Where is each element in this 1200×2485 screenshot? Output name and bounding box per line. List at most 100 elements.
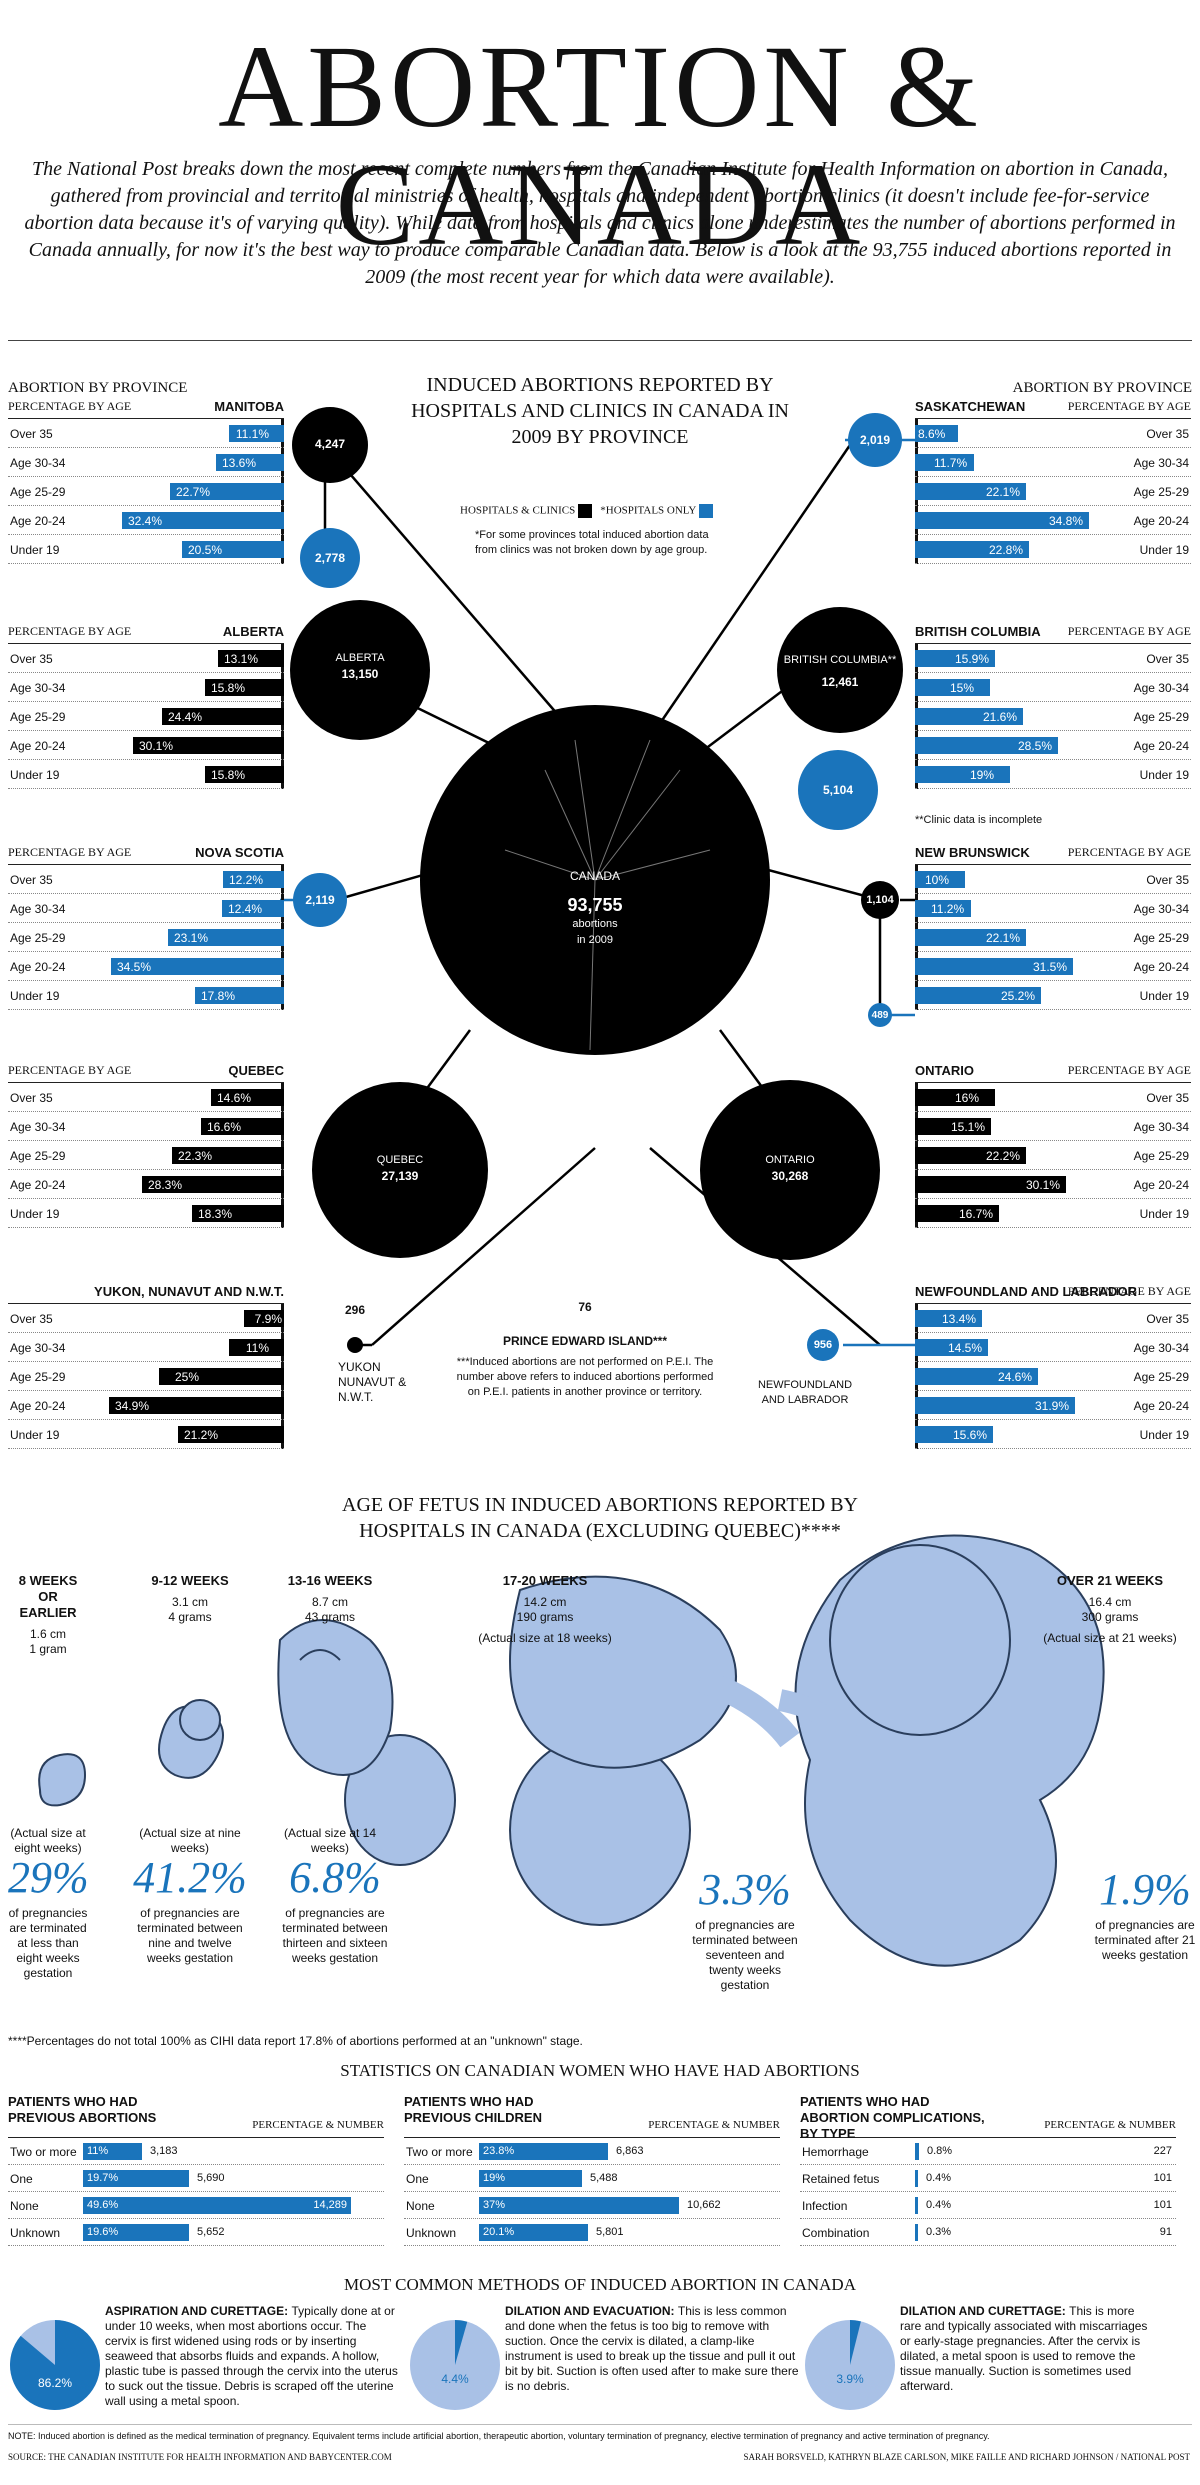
- age-bar: [915, 929, 1026, 946]
- age-label: Age 30-34: [10, 902, 66, 916]
- nfl-hosp: 956: [813, 1339, 833, 1351]
- fetus-stage: 13-16 WEEKS 8.7 cm 43 grams: [265, 1573, 395, 1625]
- province-row: Age 30-34 15%: [915, 673, 1191, 702]
- stat-pct: 49.6%: [87, 2199, 119, 2211]
- stat-pct: 37%: [483, 2199, 506, 2211]
- province-hub-graphic: [280, 407, 915, 1361]
- yukon-total: 296: [344, 1303, 366, 1317]
- province-table-header: PERCENTAGE BY AGE ALBERTA: [8, 622, 284, 644]
- pie-label: 86.2%: [38, 2376, 72, 2390]
- age-value: 31.9%: [1035, 1399, 1070, 1413]
- pie-slice: [10, 2320, 101, 2410]
- fetus-pct: 29%: [8, 1853, 89, 1902]
- fetus-actual: (Actual size at eight weeks): [10, 1826, 86, 1855]
- stat-row: Unknown 19.6% 5,652: [8, 2219, 384, 2246]
- age-bar: [915, 1426, 993, 1443]
- age-bar: [915, 541, 1029, 558]
- age-bar: [205, 679, 284, 696]
- age-value: 22.3%: [177, 1149, 212, 1163]
- stat-row: Unknown 20.1% 5,801: [404, 2219, 780, 2246]
- age-bar: [223, 871, 284, 888]
- age-label: Age 30-34: [1133, 456, 1189, 470]
- age-value: 34.5%: [116, 960, 151, 974]
- age-value: 21.6%: [983, 710, 1018, 724]
- manitoba-hosp: 2,778: [314, 551, 346, 565]
- stat-bar: [915, 2143, 919, 2160]
- age-value: 19%: [970, 768, 995, 782]
- age-value: 24.4%: [167, 710, 202, 724]
- age-label: Over 35: [1146, 427, 1189, 441]
- age-label: Under 19: [10, 543, 60, 557]
- fetus-actual: (Actual size at 14 weeks): [283, 1826, 377, 1855]
- stat-label: Two or more: [10, 2145, 77, 2159]
- province-row: Age 25-29 22.1%: [915, 923, 1191, 952]
- nb-total: 1,104: [866, 894, 894, 906]
- age-bar: [211, 1089, 284, 1106]
- stat-row: One 19% 5,488: [404, 2165, 780, 2192]
- age-bar: [109, 1397, 284, 1414]
- ontario-circle-name: ONTARIO: [765, 1154, 815, 1166]
- divider: [8, 340, 1192, 341]
- age-bar: [915, 483, 1026, 500]
- province-row: Over 35 11.1%: [8, 419, 284, 448]
- age-label: Under 19: [1139, 989, 1189, 1003]
- stat-table-title: PATIENTS WHO HAD PREVIOUS ABORTIONS: [8, 2094, 157, 2125]
- pie-slice: [455, 2320, 468, 2365]
- province-table: PERCENTAGE BY AGE NEWFOUNDLAND AND LABRAD…: [915, 1282, 1191, 1449]
- province-table: PERCENTAGE BY AGE ONTARIO Over 35 16% Age 30…: [915, 1061, 1191, 1228]
- age-value: 20.5%: [187, 543, 222, 557]
- province-row: Under 19 15.8%: [8, 760, 284, 789]
- stat-num: 6,863: [616, 2145, 644, 2157]
- abp-left: ABORTION BY PROVINCE: [8, 380, 188, 396]
- province-row: Age 20-24 28.5%: [915, 731, 1191, 760]
- age-bar: [205, 766, 284, 783]
- age-bar: [229, 1339, 284, 1356]
- canada-year: in 2009: [576, 934, 614, 946]
- province-row: Under 19 20.5%: [8, 535, 284, 564]
- stat-row: Infection 0.4% 101: [800, 2192, 1176, 2219]
- nb-hosp: 489: [871, 1010, 889, 1021]
- stat-table-header: PATIENTS WHO HAD ABORTION COMPLICATIONS,…: [800, 2094, 1176, 2141]
- age-value: 22.1%: [986, 931, 1021, 945]
- age-bar: [170, 483, 284, 500]
- percentage-by-age-label: PERCENTAGE BY AGE: [1067, 624, 1191, 638]
- province-table: PERCENTAGE BY AGE NOVA SCOTIA Over 35 12.2%…: [8, 843, 284, 1010]
- age-bar: [915, 1368, 1038, 1385]
- fetus-weight: 43 grams: [304, 1610, 356, 1624]
- age-bar: [111, 958, 284, 975]
- stat-label: Unknown: [406, 2226, 457, 2240]
- center-title: INDUCED ABORTIONS REPORTED BY HOSPITALS …: [411, 374, 789, 448]
- province-name: QUEBEC: [228, 1063, 284, 1078]
- age-bar: [182, 541, 284, 558]
- fetus-weight: 190 grams: [516, 1610, 574, 1624]
- method-text: This is more rare and typically associat…: [900, 2304, 1148, 2393]
- quebec-circle: QUEBEC 27,139: [340, 1152, 460, 1184]
- age-label: Age 30-34: [1133, 681, 1189, 695]
- fetus-weeks: 13-16 WEEKS: [287, 1573, 373, 1588]
- age-bar: [915, 679, 990, 696]
- intro-text: The National Post breaks down the most r…: [24, 158, 1176, 288]
- age-bar: [122, 512, 284, 529]
- fetus-footnote: ****Percentages do not total 100% as CIH…: [8, 2034, 583, 2048]
- province-table: PERCENTAGE BY AGE SASKATCHEWAN Over 35 8.6%…: [915, 397, 1191, 564]
- age-bar: [195, 987, 284, 1004]
- age-value: 13.4%: [942, 1312, 977, 1326]
- stat-row: None 37% 10,662: [404, 2192, 780, 2219]
- stat-num: 101: [1153, 2199, 1172, 2211]
- age-bar: [915, 1339, 988, 1356]
- age-bar: [915, 1176, 1066, 1193]
- age-label: Under 19: [1139, 1207, 1189, 1221]
- canada-unit: abortions: [572, 918, 618, 930]
- age-value: 16.7%: [959, 1207, 994, 1221]
- bc-circle-name: BRITISH COLUMBIA**: [783, 654, 897, 666]
- age-bar: [229, 425, 284, 442]
- method-description: DILATION AND EVACUATION: This is less co…: [505, 2304, 800, 2394]
- age-value: 10%: [925, 873, 950, 887]
- age-bar: [222, 900, 284, 917]
- footer-credit: SARAH BORSVELD, KATHRYN BLAZE CARLSON, M…: [743, 2452, 1190, 2462]
- stat-row: One 19.7% 5,690: [8, 2165, 384, 2192]
- stat-bar: [479, 2224, 588, 2241]
- age-value: 25.2%: [1001, 989, 1036, 1003]
- stat-table-title: PATIENTS WHO HAD ABORTION COMPLICATIONS,…: [800, 2094, 985, 2141]
- fetus-stage: OVER 21 WEEKS 16.4 cm 300 grams (Actual siz…: [1030, 1573, 1190, 1646]
